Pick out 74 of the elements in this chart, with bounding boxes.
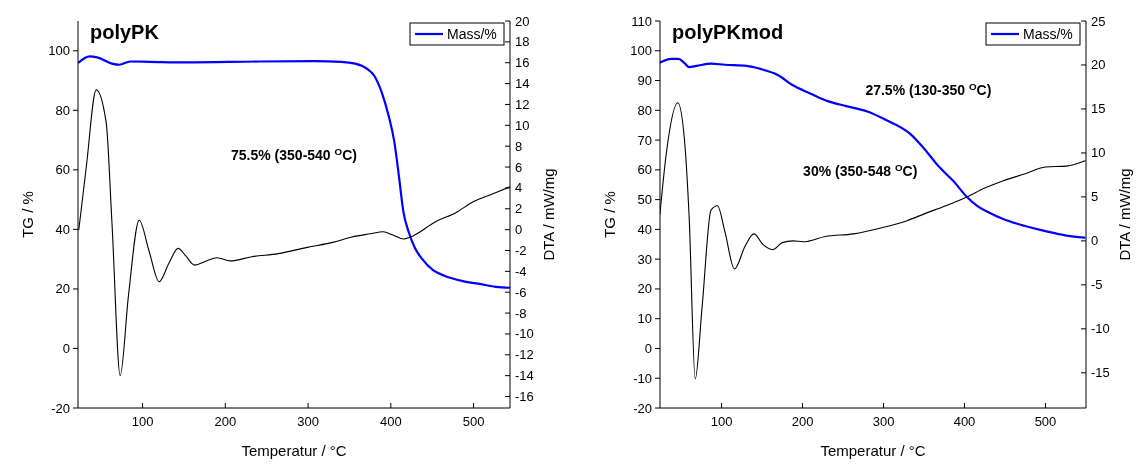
y2-tick-label: 15: [1091, 101, 1106, 117]
x-axis-title: Temperatur / °C: [820, 442, 926, 459]
y2-tick-label: -10: [1091, 321, 1110, 337]
y-tick-label: 0: [62, 340, 70, 356]
y2-tick-label: 4: [515, 180, 523, 196]
y2-tick-label: 10: [1091, 145, 1106, 161]
y2-tick-label: 12: [515, 96, 530, 112]
x-tick-label: 300: [297, 414, 319, 429]
line-series: [78, 55, 510, 289]
y-axis-title: TG / %: [19, 191, 36, 238]
annotation: 75.5% (350-540 $^{O}$C): [231, 145, 357, 164]
line-series: [660, 57, 1086, 239]
y-tick-label: 20: [637, 281, 652, 297]
y-tick-label: 80: [637, 102, 652, 118]
y2-tick-label: 5: [1091, 189, 1099, 205]
annotation: 30% (350-548 $^{O}$C): [803, 161, 918, 179]
y-tick-label: 40: [637, 221, 652, 237]
legend-label: Mass/%: [1023, 26, 1073, 42]
y-tick-label: 20: [55, 281, 70, 297]
y2-tick-label: 6: [515, 159, 523, 175]
x-tick-label: 200: [791, 414, 814, 429]
y-tick-label: 10: [637, 311, 652, 327]
y2-tick-label: 18: [515, 34, 530, 50]
y-tick-label: -10: [633, 370, 652, 386]
y2-tick-label: 14: [515, 76, 530, 92]
y2-tick-label: -5: [1091, 277, 1103, 293]
y-tick-label: 50: [637, 192, 652, 208]
x-tick-label: 200: [214, 414, 237, 429]
y-tick-label: 100: [48, 43, 70, 59]
x-tick-label: 400: [953, 414, 976, 429]
x-tick-label: 400: [379, 414, 402, 429]
y-tick-label: 60: [637, 162, 652, 178]
x-tick-label: 500: [1034, 414, 1057, 429]
y-tick-label: 90: [637, 73, 652, 89]
y2-tick-label: -10: [515, 326, 534, 342]
y2-tick-label: 0: [1091, 233, 1099, 249]
y-tick-label: 0: [644, 340, 652, 356]
chart-title: polyPK: [90, 21, 160, 43]
y2-tick-label: -4: [515, 263, 527, 279]
y2-tick-label: 20: [1091, 57, 1106, 73]
legend-label: Mass/%: [447, 26, 497, 42]
x-tick-label: 500: [462, 414, 485, 429]
y2-tick-label: 8: [515, 138, 523, 154]
x-axis-title: Temperatur / °C: [241, 442, 347, 459]
annotation: 27.5% (130-350 $^{O}$C): [865, 80, 992, 98]
x-tick-label: 300: [872, 414, 895, 429]
y2-tick-label: -2: [515, 242, 527, 258]
y2-tick-label: -14: [515, 368, 534, 384]
y2-tick-label: -8: [515, 305, 527, 321]
y2-tick-label: 20: [515, 13, 530, 29]
y2-axis-title: DTA / mW/mg: [540, 168, 557, 261]
y-tick-label: -20: [51, 400, 70, 416]
y2-tick-label: -12: [515, 347, 534, 363]
y-tick-label: 40: [55, 221, 70, 237]
y-tick-label: 60: [55, 162, 70, 178]
y2-tick-label: 0: [515, 222, 523, 238]
y2-tick-label: 16: [515, 55, 530, 71]
chart-title: polyPKmod: [672, 21, 784, 43]
x-tick-label: 100: [710, 414, 733, 429]
y-axis-title: TG / %: [601, 191, 618, 238]
y-tick-label: -20: [633, 400, 652, 416]
y-tick-label: 100: [630, 43, 652, 59]
y-tick-label: 110: [631, 13, 652, 29]
y2-tick-label: -6: [515, 284, 527, 300]
y2-axis-title: DTA / mW/mg: [1116, 168, 1133, 261]
y-tick-label: 70: [637, 132, 652, 148]
y2-tick-label: 25: [1091, 13, 1106, 29]
y2-tick-label: -15: [1091, 365, 1110, 381]
x-tick-label: 100: [131, 414, 154, 429]
y2-tick-label: 10: [515, 117, 530, 133]
y2-tick-label: -16: [515, 389, 534, 405]
y2-tick-label: 2: [515, 201, 523, 217]
y-tick-label: 30: [637, 251, 652, 267]
y-tick-label: 80: [55, 102, 70, 118]
